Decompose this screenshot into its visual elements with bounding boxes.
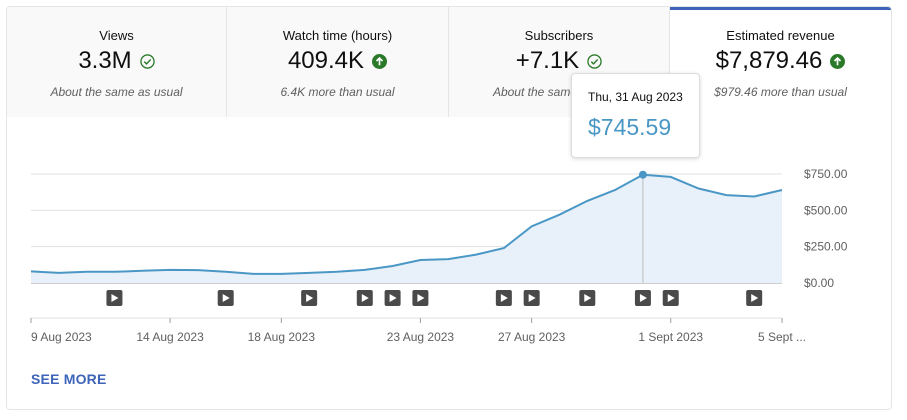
metric-label: Views: [99, 28, 134, 43]
video-marker[interactable]: [746, 290, 763, 306]
y-tick-label: $750.00: [804, 167, 848, 181]
area-fill: [31, 174, 782, 283]
video-marker[interactable]: [217, 290, 234, 306]
play-icon: [111, 294, 119, 302]
y-tick-label: $500.00: [804, 203, 848, 217]
play-icon: [751, 294, 759, 302]
tooltip-value: $745.59: [588, 114, 672, 140]
video-marker[interactable]: [495, 290, 512, 306]
metric-tiles: Views 3.3M About the same as usual Watch…: [7, 7, 891, 117]
video-marker[interactable]: [412, 290, 429, 306]
video-marker[interactable]: [384, 290, 401, 306]
play-icon: [306, 294, 314, 302]
video-marker[interactable]: [106, 290, 123, 306]
metric-tile-estimated-revenue[interactable]: Estimated revenue $7,879.46 $979.46 more…: [670, 7, 891, 117]
arrow-up-icon: [372, 53, 388, 69]
metric-value: $7,879.46: [715, 47, 823, 74]
play-icon: [500, 294, 508, 302]
tooltip-date: Thu, 31 Aug 2023: [588, 90, 683, 104]
x-tick-label: 14 Aug 2023: [136, 330, 204, 344]
x-tick-label: 1 Sept 2023: [638, 330, 703, 344]
metric-tile-watch-time[interactable]: Watch time (hours) 409.4K 6.4K more than…: [227, 7, 449, 117]
play-icon: [667, 294, 675, 302]
play-icon: [389, 294, 397, 302]
x-tick-label: 9 Aug 2023: [31, 330, 92, 344]
metric-label: Watch time (hours): [282, 28, 393, 43]
highlight-point: [638, 170, 647, 179]
metric-value: 3.3M: [78, 47, 132, 74]
video-marker[interactable]: [523, 290, 540, 306]
series-line: [30, 173, 783, 275]
y-tick-label: $0.00: [804, 276, 834, 290]
arrow-up-icon: [830, 53, 846, 69]
metric-value: 409.4K: [287, 47, 365, 74]
video-marker[interactable]: [634, 290, 651, 306]
see-more-link[interactable]: SEE MORE: [31, 371, 107, 387]
play-icon: [584, 294, 592, 302]
x-tick-label: 5 Sept ...: [758, 330, 806, 344]
play-icon: [361, 294, 369, 302]
video-marker[interactable]: [301, 290, 318, 306]
metric-label: Subscribers: [524, 28, 594, 43]
x-tick-label: 27 Aug 2023: [498, 330, 566, 344]
play-icon: [417, 294, 425, 302]
metric-note: About the same as usual: [50, 85, 183, 99]
revenue-analytics-card: Views 3.3M About the same as usual Watch…: [6, 6, 892, 410]
chart-tooltip: Thu, 31 Aug 2023 $745.59: [571, 73, 700, 158]
check-circle-icon: [139, 53, 155, 69]
x-tick-label: 23 Aug 2023: [387, 330, 455, 344]
revenue-chart: $0.00 $250.00 $500.00 $750.00 9 Aug 2023 14 A…: [30, 167, 848, 344]
play-icon: [639, 294, 647, 302]
metric-label: Estimated revenue: [726, 28, 835, 43]
metric-tile-views[interactable]: Views 3.3M About the same as usual: [7, 7, 227, 117]
video-marker[interactable]: [662, 290, 679, 306]
metric-note: $979.46 more than usual: [714, 85, 847, 99]
y-tick-label: $250.00: [804, 240, 848, 254]
play-icon: [528, 294, 536, 302]
video-marker[interactable]: [579, 290, 596, 306]
video-marker[interactable]: [356, 290, 373, 306]
play-icon: [222, 294, 230, 302]
check-circle-icon: [587, 53, 602, 69]
metric-note: 6.4K more than usual: [280, 85, 395, 99]
x-tick-label: 18 Aug 2023: [248, 330, 316, 344]
metric-value: +7.1K: [515, 47, 580, 74]
